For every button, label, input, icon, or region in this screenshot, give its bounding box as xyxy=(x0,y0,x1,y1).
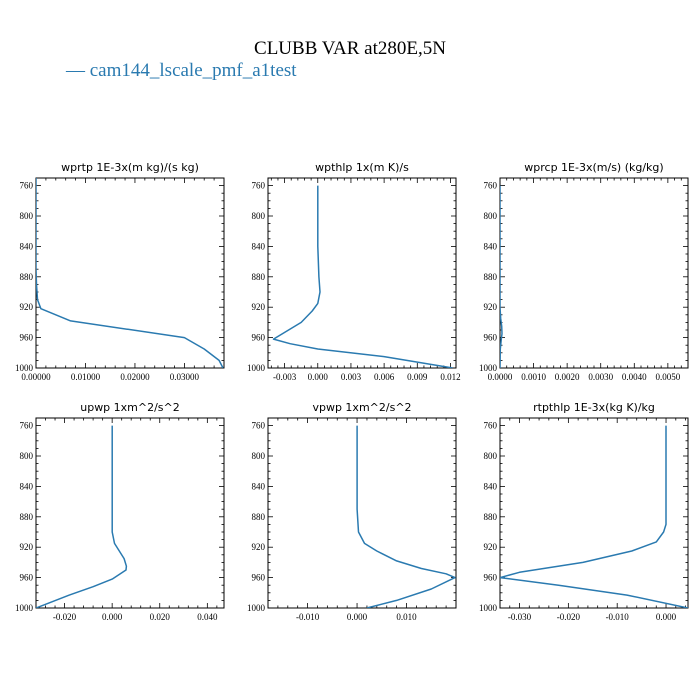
x-tick-label: -0.003 xyxy=(273,372,297,382)
y-tick-label: 1000 xyxy=(15,603,34,613)
series-line xyxy=(36,178,224,368)
x-tick-label: -0.030 xyxy=(508,612,532,622)
series-line xyxy=(36,425,128,608)
y-tick-label: 960 xyxy=(20,333,34,343)
y-tick-label: 880 xyxy=(484,272,498,282)
plot-frame xyxy=(499,417,689,609)
y-tick-label: 960 xyxy=(484,333,498,343)
x-tick-label: 0.0010 xyxy=(521,372,546,382)
legend-line-marker: — xyxy=(66,60,85,81)
y-tick-label: 920 xyxy=(252,542,266,552)
y-tick-label: 800 xyxy=(20,451,34,461)
x-tick-label: 0.012 xyxy=(440,372,460,382)
x-tick-label: 0.0000 xyxy=(488,372,513,382)
y-tick-label: 920 xyxy=(484,302,498,312)
subplot-title: wprcp 1E-3x(m/s) (kg/kg) xyxy=(524,161,663,174)
x-tick-label: 0.000 xyxy=(656,612,677,622)
subplot-4: upwp 1xm^2/s^2 760 800 840 880 920 960 1000 -0.0… xyxy=(15,401,225,622)
page-title: CLUBB VAR at280E,5N xyxy=(254,38,446,59)
y-tick-label: 960 xyxy=(484,573,498,583)
subplot-title: wprtp 1E-3x(m kg)/(s kg) xyxy=(61,161,199,174)
y-tick-label: 840 xyxy=(20,241,34,251)
x-tick-label: 0.010 xyxy=(396,612,417,622)
y-tick-label: 880 xyxy=(20,512,34,522)
x-tick-label: -0.020 xyxy=(53,612,77,622)
y-tick-label: 840 xyxy=(484,481,498,491)
x-tick-label: 0.000 xyxy=(308,372,329,382)
x-tick-label: -0.010 xyxy=(606,612,630,622)
y-tick-label: 760 xyxy=(252,181,266,191)
subplot-5: vpwp 1xm^2/s^2 760 800 840 880 920 960 1000 -0.0… xyxy=(247,401,457,622)
y-tick-label: 1000 xyxy=(479,363,498,373)
y-tick-label: 920 xyxy=(20,302,34,312)
y-tick-label: 840 xyxy=(20,481,34,491)
y-tick-label: 880 xyxy=(252,512,266,522)
x-tick-label: 0.0030 xyxy=(588,372,613,382)
y-tick-label: 760 xyxy=(484,421,498,431)
y-tick-label: 960 xyxy=(20,573,34,583)
y-tick-label: 760 xyxy=(20,181,34,191)
x-tick-label: 0.006 xyxy=(374,372,395,382)
y-tick-label: 1000 xyxy=(479,603,498,613)
x-tick-label: 0.01000 xyxy=(71,372,101,382)
y-tick-label: 920 xyxy=(20,542,34,552)
legend-label: cam144_lscale_pmf_a1test xyxy=(89,60,297,81)
plot-frame xyxy=(267,417,457,609)
y-tick-label: 840 xyxy=(484,241,498,251)
y-tick-label: 880 xyxy=(252,272,266,282)
y-tick-label: 760 xyxy=(252,421,266,431)
x-tick-label: 0.00000 xyxy=(21,372,51,382)
series-line xyxy=(356,425,456,608)
x-tick-label: 0.0050 xyxy=(655,372,680,382)
x-tick-label: 0.02000 xyxy=(120,372,150,382)
y-tick-label: 760 xyxy=(484,181,498,191)
legend: — cam144_lscale_pmf_a1test xyxy=(66,60,297,82)
x-tick-label: 0.03000 xyxy=(170,372,200,382)
y-tick-label: 880 xyxy=(484,512,498,522)
y-tick-label: 760 xyxy=(20,421,34,431)
x-tick-label: 0.020 xyxy=(150,612,171,622)
y-tick-label: 800 xyxy=(484,211,498,221)
subplot-title: upwp 1xm^2/s^2 xyxy=(80,401,180,414)
y-tick-label: 800 xyxy=(252,451,266,461)
subplot-title: wpthlp 1x(m K)/s xyxy=(315,161,409,174)
plot-frame xyxy=(267,177,457,369)
y-tick-label: 1000 xyxy=(15,363,34,373)
x-tick-label: 0.009 xyxy=(407,372,428,382)
plot-frame xyxy=(499,177,689,369)
y-tick-label: 800 xyxy=(484,451,498,461)
x-tick-label: -0.010 xyxy=(296,612,320,622)
subplot-3: wprcp 1E-3x(m/s) (kg/kg) 760 800 840 880 920 9… xyxy=(479,161,689,382)
series-line xyxy=(500,185,503,368)
x-tick-label: 0.003 xyxy=(341,372,362,382)
y-tick-label: 960 xyxy=(252,333,266,343)
y-tick-label: 920 xyxy=(252,302,266,312)
x-tick-label: 0.040 xyxy=(197,612,218,622)
y-tick-label: 960 xyxy=(252,573,266,583)
x-tick-label: 0.0040 xyxy=(622,372,647,382)
x-tick-label: 0.000 xyxy=(347,612,368,622)
plot-frame xyxy=(35,177,225,369)
subplot-6: rtpthlp 1E-3x(kg K)/kg 760 800 840 880 920 960… xyxy=(479,401,689,622)
plot-frame xyxy=(35,417,225,609)
series-line xyxy=(500,425,688,608)
y-tick-label: 920 xyxy=(484,542,498,552)
y-tick-label: 840 xyxy=(252,241,266,251)
y-tick-label: 1000 xyxy=(247,363,266,373)
y-tick-label: 800 xyxy=(252,211,266,221)
x-tick-label: -0.020 xyxy=(557,612,581,622)
x-tick-label: 0.0020 xyxy=(555,372,580,382)
subplot-title: rtpthlp 1E-3x(kg K)/kg xyxy=(533,401,655,414)
y-tick-label: 1000 xyxy=(247,603,266,613)
subplot-2: wpthlp 1x(m K)/s 760 800 840 880 920 960 1000 -0… xyxy=(247,161,461,382)
y-tick-label: 840 xyxy=(252,481,266,491)
x-tick-label: 0.000 xyxy=(102,612,123,622)
subplot-1: wprtp 1E-3x(m kg)/(s kg) 760 800 840 880 920 9… xyxy=(15,161,225,382)
y-tick-label: 880 xyxy=(20,272,34,282)
y-tick-label: 800 xyxy=(20,211,34,221)
subplot-title: vpwp 1xm^2/s^2 xyxy=(312,401,411,414)
series-line xyxy=(272,185,453,368)
